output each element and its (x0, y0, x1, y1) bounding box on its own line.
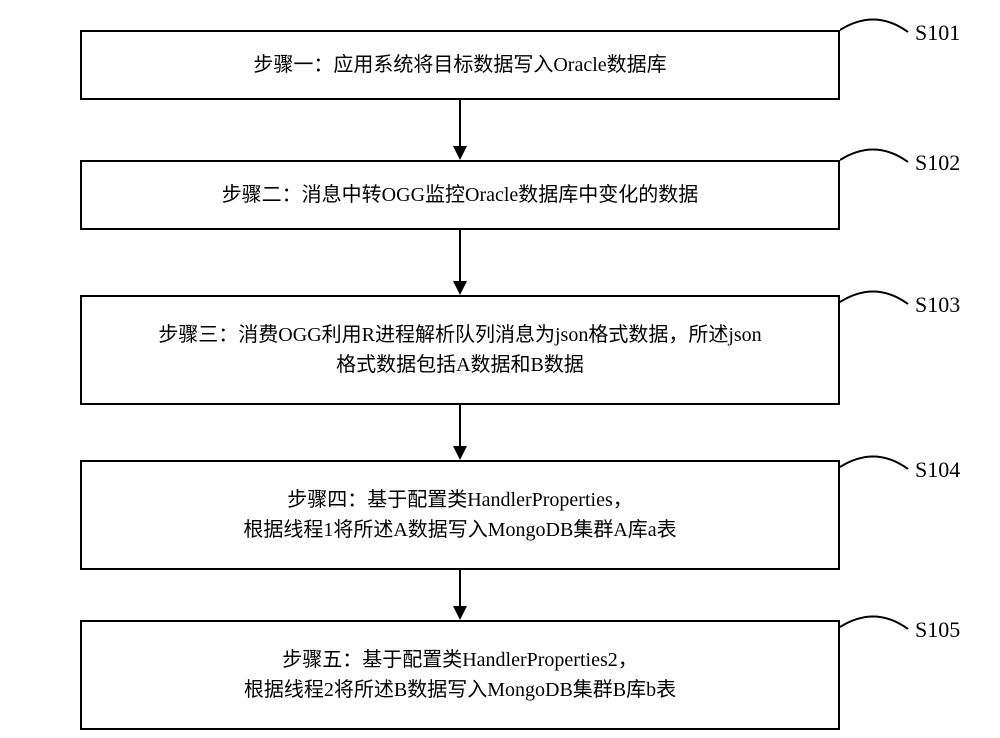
step-text: 步骤四：基于配置类HandlerProperties， (287, 485, 633, 515)
callout-curve (840, 288, 910, 318)
arrow-1-2 (450, 100, 470, 160)
step-label-s105: S105 (915, 617, 960, 643)
arrow-2-3 (450, 230, 470, 295)
step-text: 根据线程2将所述B数据写入MongoDB集群B库b表 (244, 675, 676, 705)
step-label-s103: S103 (915, 292, 960, 318)
step-text: 根据线程1将所述A数据写入MongoDB集群A库a表 (243, 515, 676, 545)
step-text: 步骤一：应用系统将目标数据写入Oracle数据库 (253, 50, 666, 80)
step-box-2: 步骤二：消息中转OGG监控Oracle数据库中变化的数据 (80, 160, 840, 230)
step-box-3: 步骤三：消费OGG利用R进程解析队列消息为json格式数据，所述json 格式数… (80, 295, 840, 405)
step-box-4: 步骤四：基于配置类HandlerProperties， 根据线程1将所述A数据写… (80, 460, 840, 570)
step-box-1: 步骤一：应用系统将目标数据写入Oracle数据库 (80, 30, 840, 100)
callout-curve (840, 16, 910, 46)
step-label-s101: S101 (915, 20, 960, 46)
arrow-3-4 (450, 405, 470, 460)
step-text: 步骤三：消费OGG利用R进程解析队列消息为json格式数据，所述json (158, 320, 761, 350)
step-text: 步骤五：基于配置类HandlerProperties2， (282, 645, 638, 675)
step-label-s102: S102 (915, 150, 960, 176)
callout-curve (840, 453, 910, 483)
arrow-4-5 (450, 570, 470, 620)
step-label-s104: S104 (915, 457, 960, 483)
flowchart-canvas: 步骤一：应用系统将目标数据写入Oracle数据库 步骤二：消息中转OGG监控Or… (0, 0, 1000, 738)
step-text: 格式数据包括A数据和B数据 (336, 350, 584, 380)
callout-curve (840, 613, 910, 643)
step-text: 步骤二：消息中转OGG监控Oracle数据库中变化的数据 (222, 180, 699, 210)
callout-curve (840, 146, 910, 176)
step-box-5: 步骤五：基于配置类HandlerProperties2， 根据线程2将所述B数据… (80, 620, 840, 730)
